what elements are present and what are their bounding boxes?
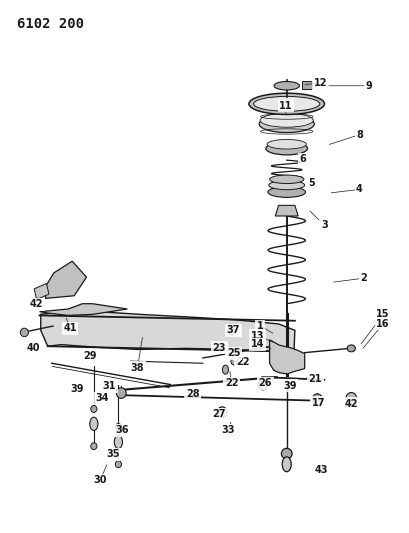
Text: 6: 6 (299, 154, 306, 164)
Ellipse shape (230, 357, 237, 365)
Text: 6102 200: 6102 200 (17, 17, 84, 30)
Ellipse shape (346, 345, 355, 352)
Polygon shape (45, 261, 86, 298)
Ellipse shape (268, 181, 304, 190)
Text: 22: 22 (235, 357, 249, 367)
Text: 2: 2 (359, 273, 366, 283)
Text: 8: 8 (355, 130, 362, 140)
Ellipse shape (115, 424, 121, 431)
Text: 34: 34 (95, 393, 108, 403)
Text: 31: 31 (102, 381, 116, 391)
Text: 41: 41 (63, 323, 77, 333)
Ellipse shape (260, 114, 312, 127)
Ellipse shape (90, 417, 98, 431)
Text: 13: 13 (250, 330, 263, 341)
Ellipse shape (116, 387, 126, 398)
Text: 15: 15 (375, 309, 389, 319)
Ellipse shape (248, 93, 324, 115)
Text: 21: 21 (308, 374, 321, 384)
Text: 17: 17 (311, 398, 325, 408)
Ellipse shape (217, 407, 227, 417)
Text: 12: 12 (313, 78, 326, 88)
Ellipse shape (222, 365, 228, 374)
Ellipse shape (115, 461, 121, 468)
Ellipse shape (265, 142, 307, 155)
Polygon shape (34, 284, 49, 300)
Text: 23: 23 (212, 343, 225, 353)
Text: 28: 28 (185, 389, 199, 399)
Ellipse shape (90, 406, 97, 413)
Ellipse shape (281, 448, 291, 459)
Ellipse shape (258, 379, 267, 390)
Text: 36: 36 (115, 425, 129, 435)
Text: 27: 27 (212, 409, 225, 419)
Text: 30: 30 (93, 475, 107, 485)
Ellipse shape (253, 96, 319, 111)
Text: 9: 9 (365, 81, 372, 91)
Ellipse shape (269, 175, 303, 183)
Ellipse shape (267, 187, 305, 197)
Text: 40: 40 (27, 343, 40, 353)
Bar (301, 82, 311, 89)
Text: 14: 14 (250, 339, 263, 349)
Ellipse shape (273, 82, 299, 90)
Text: 3: 3 (320, 220, 327, 230)
Text: 43: 43 (314, 465, 327, 474)
Ellipse shape (114, 435, 122, 449)
Polygon shape (39, 304, 127, 316)
Text: 39: 39 (71, 384, 84, 394)
Ellipse shape (312, 394, 322, 405)
Text: 25: 25 (226, 348, 240, 358)
Ellipse shape (228, 326, 234, 335)
Ellipse shape (90, 443, 97, 450)
Text: 35: 35 (106, 449, 120, 459)
Text: 42: 42 (344, 399, 357, 409)
Ellipse shape (258, 116, 314, 133)
Text: 16: 16 (375, 319, 389, 329)
Text: 29: 29 (83, 351, 96, 361)
Text: 22: 22 (224, 378, 238, 389)
Text: 5: 5 (308, 177, 315, 188)
Text: 1: 1 (256, 321, 263, 331)
Ellipse shape (266, 140, 306, 149)
Text: 39: 39 (283, 381, 296, 391)
Ellipse shape (281, 457, 290, 472)
Text: 42: 42 (30, 299, 43, 309)
Polygon shape (269, 340, 304, 374)
Ellipse shape (345, 392, 356, 404)
Text: 38: 38 (130, 362, 144, 373)
Text: 26: 26 (258, 378, 272, 389)
Text: 33: 33 (220, 425, 234, 435)
Text: 4: 4 (355, 184, 362, 195)
Text: 37: 37 (226, 325, 240, 335)
Polygon shape (40, 312, 294, 352)
Text: 11: 11 (279, 101, 292, 111)
Polygon shape (274, 205, 297, 216)
Ellipse shape (20, 328, 28, 337)
